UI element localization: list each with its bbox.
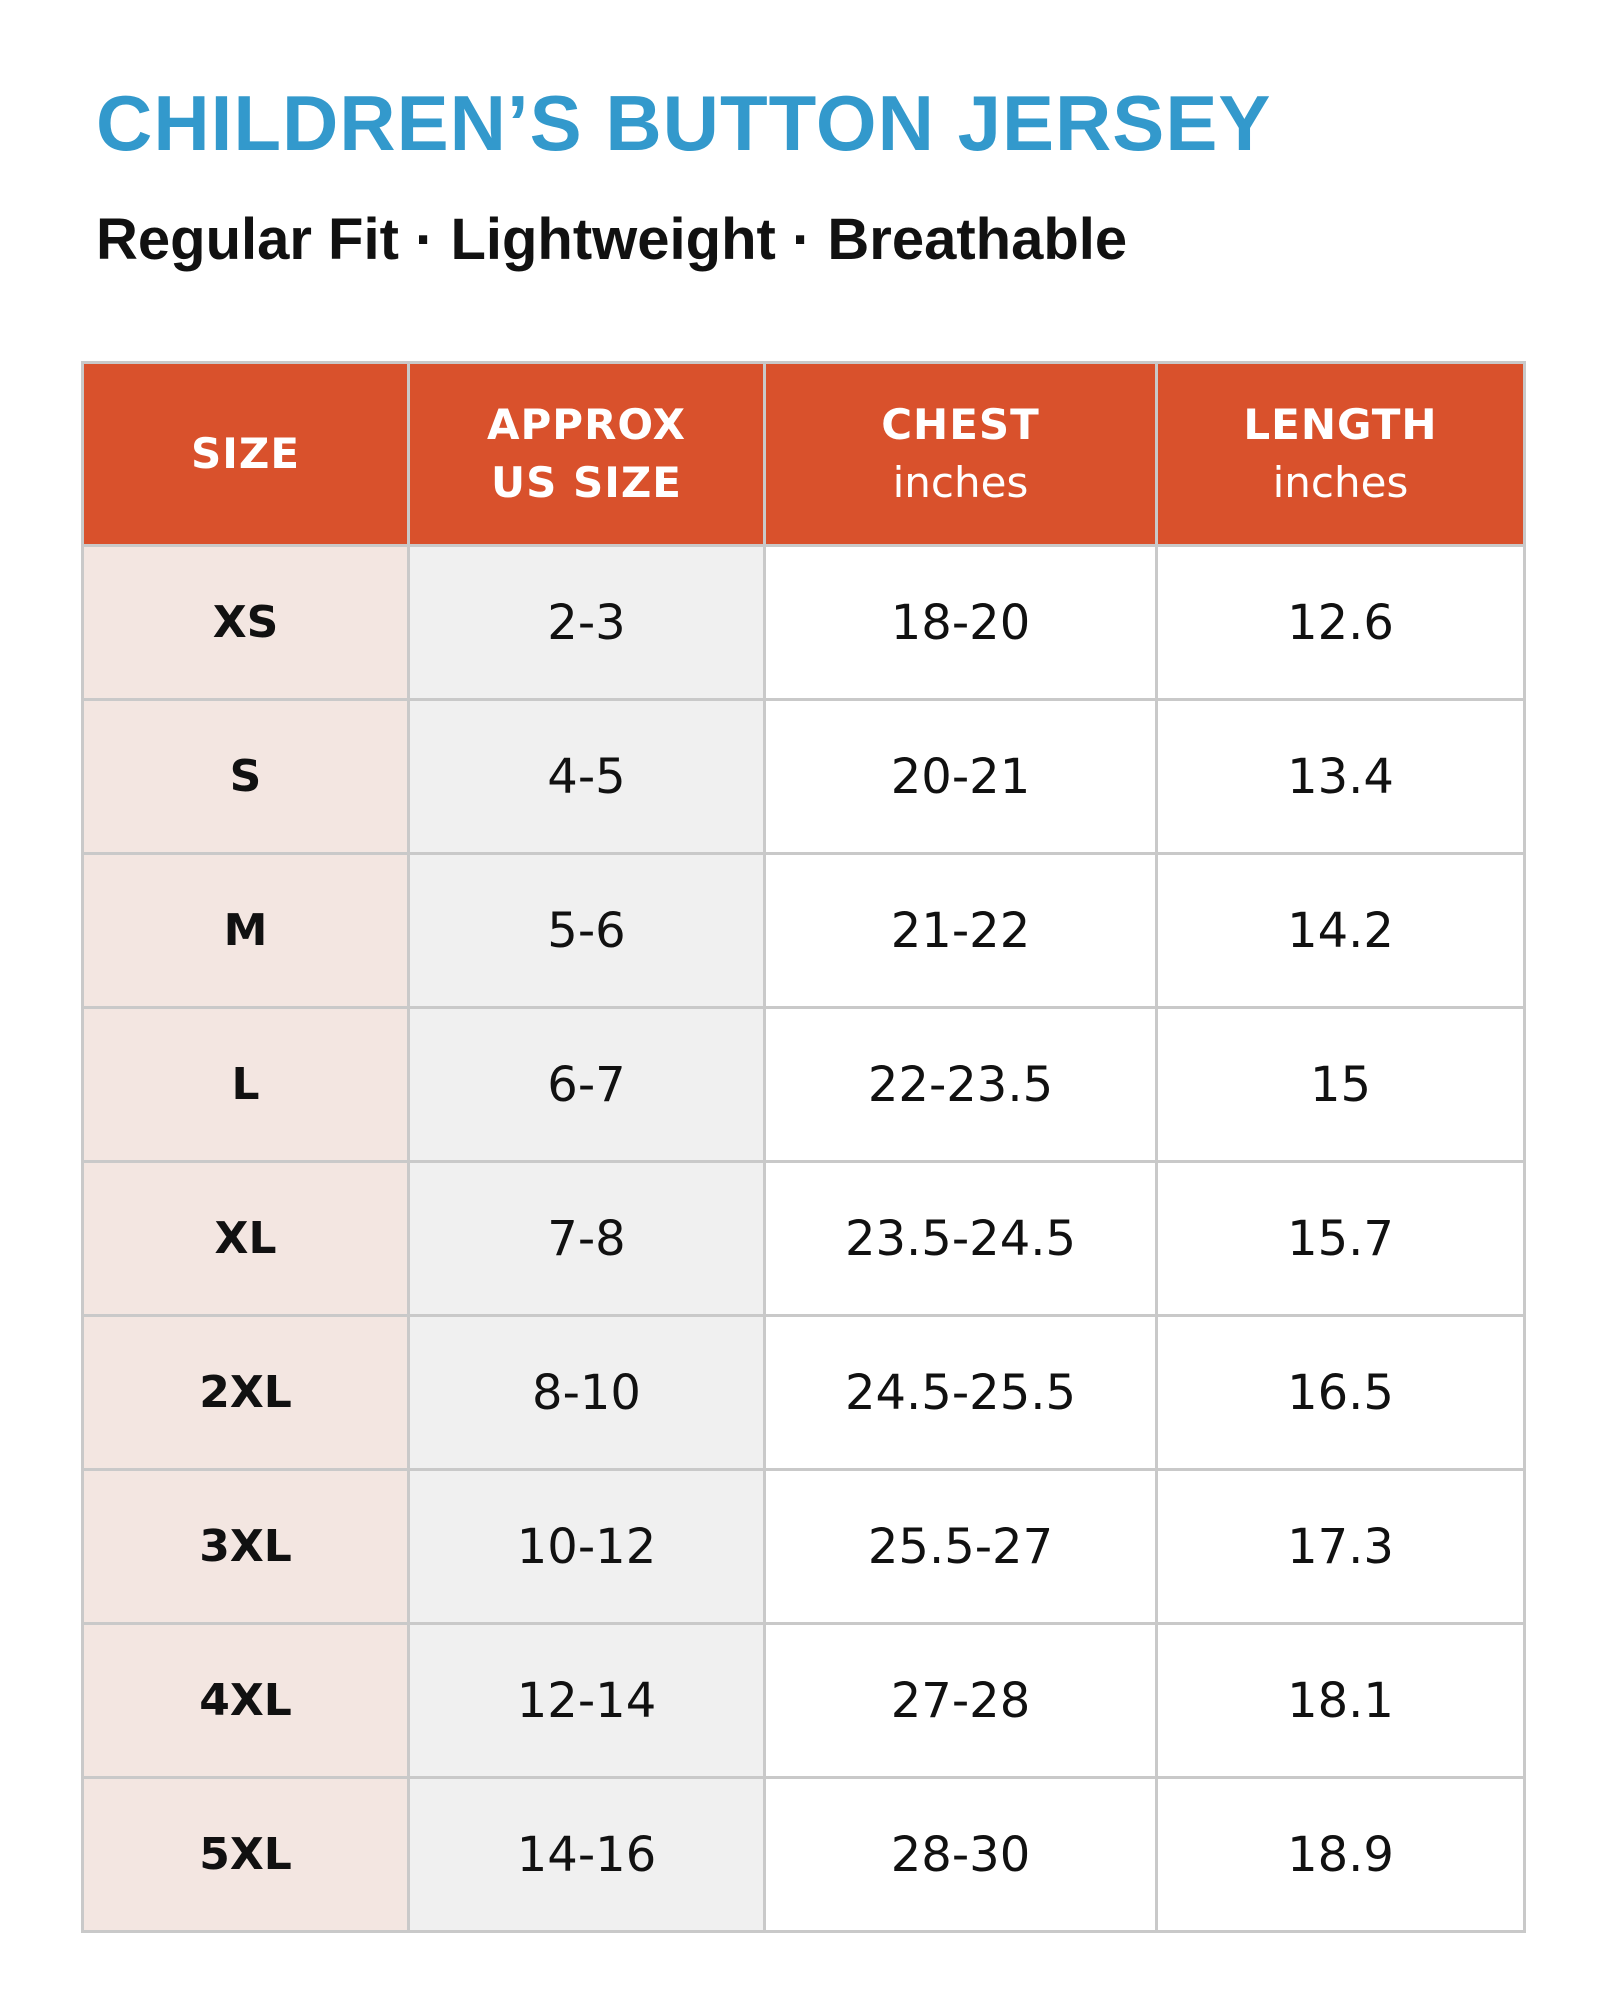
table-cell: 28-30 (763, 1776, 1158, 1933)
table-cell: 4XL (81, 1622, 410, 1779)
table-cell: 4-5 (407, 698, 766, 855)
table-cell: 22-23.5 (763, 1006, 1158, 1163)
header-label: CHEST (881, 400, 1040, 449)
table-cell: 17.3 (1155, 1468, 1526, 1625)
table-cell: 2-3 (407, 544, 766, 701)
header-cell: CHEST inches (763, 361, 1158, 547)
size-table: SIZE APPROX US SIZE CHEST inches LENGTH inches… (81, 361, 1526, 1933)
table-cell: 6-7 (407, 1006, 766, 1163)
table-row: M 5-6 21-22 14.2 (81, 852, 1526, 1009)
header-unit: inches (1272, 458, 1409, 507)
table-cell: 13.4 (1155, 698, 1526, 855)
table-cell: XS (81, 544, 410, 701)
table-cell: 14.2 (1155, 852, 1526, 1009)
subtitle: Regular Fit · Lightweight · Breathable (96, 207, 1128, 272)
header-cell: APPROX US SIZE (407, 361, 766, 547)
table-body: XS 2-3 18-20 12.6 S 4-5 20-21 13.4 M 5-6 21-22 14.2… (81, 544, 1526, 1933)
table-row: 5XL 14-16 28-30 18.9 (81, 1776, 1526, 1933)
title: CHILDREN’S BUTTON JERSEY (96, 79, 1272, 167)
table-cell: L (81, 1006, 410, 1163)
header-unit: inches (892, 458, 1029, 507)
table-cell: 24.5-25.5 (763, 1314, 1158, 1471)
header-label: APPROX (487, 400, 686, 449)
table-row: S 4-5 20-21 13.4 (81, 698, 1526, 855)
table-cell: 25.5-27 (763, 1468, 1158, 1625)
table-cell: 20-21 (763, 698, 1158, 855)
table-cell: 12-14 (407, 1622, 766, 1779)
header-label: SIZE (190, 429, 301, 478)
table-row: XL 7-8 23.5-24.5 15.7 (81, 1160, 1526, 1317)
table-row: 2XL 8-10 24.5-25.5 16.5 (81, 1314, 1526, 1471)
table-cell: M (81, 852, 410, 1009)
table-cell: XL (81, 1160, 410, 1317)
table-cell: 3XL (81, 1468, 410, 1625)
table-cell: 18.9 (1155, 1776, 1526, 1933)
header-label: US SIZE (491, 458, 682, 507)
header-row: SIZE APPROX US SIZE CHEST inches LENGTH inches (81, 361, 1526, 547)
table-cell: 7-8 (407, 1160, 766, 1317)
table-cell: 2XL (81, 1314, 410, 1471)
table-cell: 5-6 (407, 852, 766, 1009)
table-row: L 6-7 22-23.5 15 (81, 1006, 1526, 1163)
table-cell: 5XL (81, 1776, 410, 1933)
table-row: 3XL 10-12 25.5-27 17.3 (81, 1468, 1526, 1625)
table-row: XS 2-3 18-20 12.6 (81, 544, 1526, 701)
table-cell: 15 (1155, 1006, 1526, 1163)
table-cell: 14-16 (407, 1776, 766, 1933)
table-cell: 15.7 (1155, 1160, 1526, 1317)
table-cell: 18-20 (763, 544, 1158, 701)
table-cell: 10-12 (407, 1468, 766, 1625)
table-cell: 27-28 (763, 1622, 1158, 1779)
table-cell: 21-22 (763, 852, 1158, 1009)
header-cell: LENGTH inches (1155, 361, 1526, 547)
table-cell: 12.6 (1155, 544, 1526, 701)
table-row: 4XL 12-14 27-28 18.1 (81, 1622, 1526, 1779)
header-label: LENGTH (1243, 400, 1438, 449)
table-cell: S (81, 698, 410, 855)
table-cell: 18.1 (1155, 1622, 1526, 1779)
table-cell: 8-10 (407, 1314, 766, 1471)
header-cell: SIZE (81, 361, 410, 547)
table-cell: 16.5 (1155, 1314, 1526, 1471)
table-cell: 23.5-24.5 (763, 1160, 1158, 1317)
